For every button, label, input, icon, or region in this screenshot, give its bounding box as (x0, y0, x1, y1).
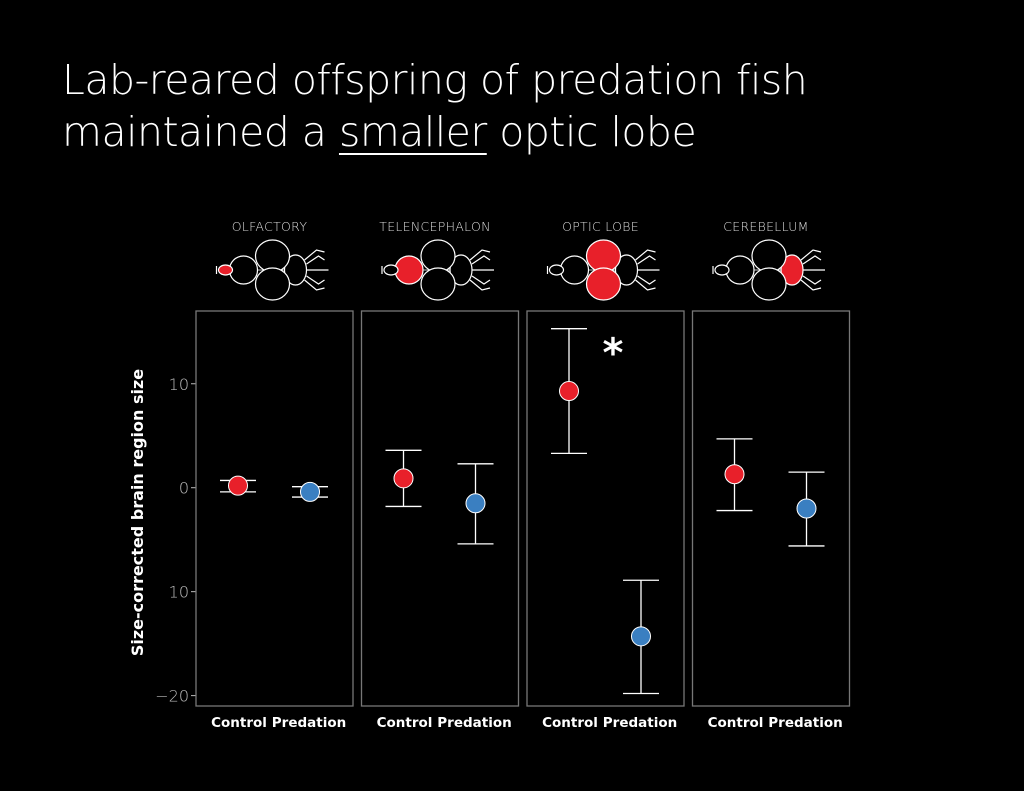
brain-nerve (637, 275, 656, 285)
region-label: OPTIC LOBE (562, 219, 639, 234)
brain-nerve (635, 279, 656, 291)
brain-nerve (306, 275, 325, 285)
brain-icon (546, 239, 660, 301)
brain-optic-lobe (585, 239, 622, 273)
brain-optic-lobe (254, 239, 291, 273)
y-tick-label: 10 (169, 583, 189, 602)
title-line-2: maintained a smaller optic lobe (62, 106, 962, 158)
point-control (559, 381, 579, 402)
brain-nerve (304, 249, 325, 261)
point-predation (796, 498, 817, 519)
panel-frame (195, 310, 354, 707)
point-control (724, 464, 745, 485)
brain-icon (712, 239, 825, 301)
panel-optic-lobe: OPTIC LOBE Control Predation * (526, 219, 685, 731)
point-control (393, 468, 414, 489)
brain-icon (215, 239, 329, 301)
brain-nerve (802, 275, 822, 285)
brain-optic-lobe (751, 267, 787, 301)
brain-nerve (469, 279, 491, 291)
brain-olfactory-bulb (383, 264, 399, 276)
brain-olfactory-bulb (217, 264, 234, 276)
brain-optic-lobe (585, 267, 622, 301)
point-predation (465, 493, 486, 514)
brain-telencephalon (394, 255, 424, 285)
brain-optic-lobe (254, 267, 291, 301)
slide-title: Lab-reared offspring of predation fish m… (62, 54, 962, 158)
y-tick-label: 10 (169, 375, 189, 394)
brain-nerve (306, 255, 325, 265)
title-line-1: Lab-reared offspring of predation fish (62, 56, 808, 104)
region-label: TELENCEPHALON (379, 219, 490, 234)
brain-cerebellum (449, 254, 473, 286)
title-line-2-pre: maintained a (62, 108, 339, 156)
title-emphasis: smaller (338, 108, 487, 156)
x-category-label: Predation (603, 715, 677, 731)
brain-olfactory-bulb (714, 264, 730, 276)
brain-nerve (471, 255, 491, 265)
point-control (228, 475, 248, 496)
region-label: CEREBELLUM (723, 219, 809, 234)
panel-frame (360, 310, 520, 707)
panel-cerebellum: CEREBELLUM Control Predation (691, 219, 851, 731)
brain-nerve (637, 255, 656, 265)
x-category-label: Predation (768, 715, 842, 731)
x-category-label: Predation (437, 715, 511, 731)
significance-marker: * (603, 331, 624, 377)
x-category-label: Control (542, 715, 598, 731)
y-tick-label: 0 (179, 479, 189, 498)
x-category-label: Control (708, 715, 764, 731)
x-category-label: Control (211, 715, 267, 731)
brain-optic-lobe (420, 267, 456, 301)
brain-nerve (304, 279, 325, 291)
brain-cerebellum (283, 254, 308, 286)
y-tick-label: −20 (155, 687, 189, 706)
brain-nerve (635, 249, 656, 261)
brain-telencephalon (725, 255, 755, 285)
panel-olfactory: OLFACTORY Control Predation (195, 219, 354, 731)
panel-frame (526, 310, 685, 707)
brain-cerebellum (614, 254, 639, 286)
point-predation (300, 481, 320, 502)
brain-icon (381, 239, 494, 301)
brain-cerebellum (780, 254, 804, 286)
brain-optic-lobe (420, 239, 456, 273)
brain-telencephalon (559, 255, 590, 285)
brain-nerve (800, 249, 822, 261)
brain-nerve (802, 255, 822, 265)
panel-frame (691, 310, 851, 707)
y-axis-label: Size-corrected brain region size (128, 369, 147, 656)
brain-nerve (469, 249, 491, 261)
x-category-label: Predation (272, 715, 346, 731)
brain-optic-lobe (751, 239, 787, 273)
region-label: OLFACTORY (232, 219, 308, 234)
brain-nerve (471, 275, 491, 285)
point-predation (631, 626, 651, 647)
x-category-label: Control (377, 715, 433, 731)
panel-telencephalon: TELENCEPHALON Control Predation (360, 219, 520, 731)
brain-olfactory-bulb (548, 264, 565, 276)
title-line-2-post: optic lobe (486, 108, 697, 156)
brain-nerve (800, 279, 822, 291)
brain-telencephalon (228, 255, 259, 285)
